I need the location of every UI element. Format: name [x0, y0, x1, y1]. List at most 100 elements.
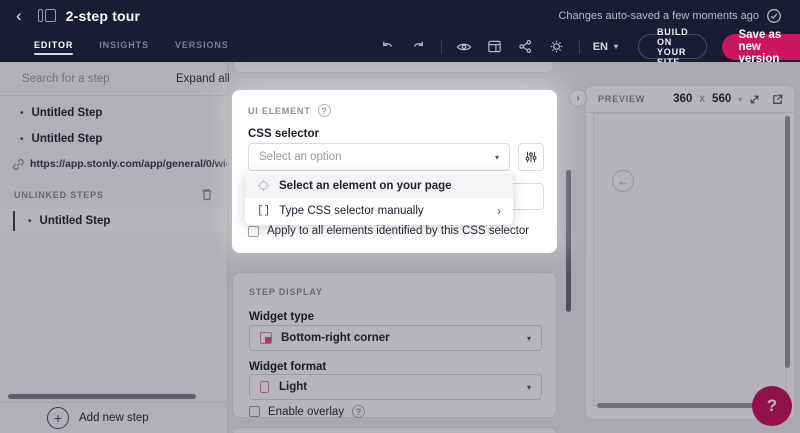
apply-all-label: Apply to all elements identified by this…	[267, 225, 530, 237]
bullet-icon: •	[28, 215, 32, 227]
preview-vertical-scrollbar[interactable]	[785, 116, 790, 368]
ui-element-card: UI ELEMENT ? CSS selector Select an opti…	[232, 90, 557, 253]
preview-size-selector[interactable]: 360 x 560 ▾	[673, 93, 742, 105]
autosave-status: Changes auto-saved a few moments ago	[558, 8, 790, 24]
menu-item-label: Type CSS selector manually	[279, 204, 424, 217]
tab-insights[interactable]: INSIGHTS	[99, 40, 149, 50]
add-new-step-button[interactable]: + Add new step	[0, 403, 228, 433]
preview-header: PREVIEW 360 x 560 ▾	[586, 86, 794, 113]
tab-versions[interactable]: VERSIONS	[174, 40, 229, 50]
chevron-down-icon: ▾	[613, 42, 618, 51]
code-brackets-icon: []	[257, 204, 271, 217]
search-input[interactable]	[22, 72, 176, 85]
widget-type-label: Widget type	[249, 311, 315, 323]
sidebar-divider	[0, 402, 228, 403]
help-icon[interactable]: ?	[352, 405, 366, 418]
build-on-your-site-button[interactable]: BUILD ON YOUR SITE	[637, 27, 708, 67]
settings-gear-button[interactable]	[548, 38, 566, 56]
help-icon[interactable]: ?	[317, 104, 331, 117]
enable-overlay-checkbox[interactable]	[249, 406, 260, 417]
unlinked-steps-label: UNLINKED STEPS	[14, 189, 104, 200]
chevron-right-icon: ›	[497, 203, 501, 218]
preview-header-icons	[748, 93, 784, 106]
collapse-preview-button[interactable]: ›	[569, 89, 587, 107]
css-selector-dropdown-menu: Select an element on your page [] Type C…	[245, 171, 513, 225]
apply-all-checkbox[interactable]	[248, 225, 259, 237]
css-selector-select[interactable]: Select an option ▾	[248, 143, 510, 171]
back-button[interactable]: ‹	[16, 6, 22, 25]
check-circle-icon	[767, 8, 781, 23]
preview-panel: PREVIEW 360 x 560 ▾	[585, 85, 795, 420]
css-selector-label: CSS selector	[248, 128, 319, 140]
css-selector-placeholder: Select an option	[259, 151, 342, 163]
widget-type-value: Bottom-right corner	[281, 332, 390, 344]
widget-url-item[interactable]: https://app.stonly.com/app/general/0/wid…	[0, 154, 227, 174]
page-title: 2-step tour	[65, 7, 141, 24]
widget-type-select[interactable]: Bottom-right corner ▾	[249, 325, 542, 351]
preview-size-separator: x	[699, 93, 706, 105]
toolbar-icons: EN ▾	[379, 38, 618, 56]
apply-all-row: Apply to all elements identified by this…	[248, 225, 529, 237]
help-fab-button[interactable]: ?	[752, 386, 792, 426]
preview-eye-button[interactable]	[455, 38, 473, 56]
widget-panel-button[interactable]	[486, 38, 504, 56]
share-button[interactable]	[517, 38, 535, 56]
tab-editor[interactable]: EDITOR	[34, 34, 74, 59]
widget-format-select[interactable]: Light ▾	[249, 374, 542, 400]
delete-unlinked-button[interactable]	[201, 188, 213, 201]
preview-width-value: 360	[673, 93, 693, 105]
menu-item-label: Select an element on your page	[279, 179, 452, 192]
step-item[interactable]: • Untitled Step	[0, 104, 227, 122]
widget-format-value: Light	[279, 381, 308, 393]
widget-url-label: https://app.stonly.com/app/general/0/wid…	[30, 158, 227, 170]
title-bar: ‹ 2-step tour Changes auto-saved a few m…	[0, 0, 800, 31]
redo-button[interactable]	[410, 38, 428, 56]
menu-item-type-css[interactable]: [] Type CSS selector manually ›	[245, 198, 513, 223]
save-button-group: Save as new version •••	[722, 29, 800, 65]
selector-settings-button[interactable]	[518, 143, 544, 171]
menu-item-select-element[interactable]: Select an element on your page	[245, 173, 513, 198]
bullet-icon: •	[20, 133, 24, 145]
sidebar-horizontal-scrollbar[interactable]	[8, 394, 196, 399]
toolbar-divider	[440, 39, 442, 54]
undo-button[interactable]	[379, 38, 397, 56]
step-label: Untitled Step	[39, 215, 111, 227]
step-display-card: STEP DISPLAY Widget type Bottom-right co…	[232, 272, 557, 418]
enable-overlay-row: Enable overlay ?	[249, 405, 366, 418]
step-search-row: Expand all	[0, 62, 230, 96]
expand-preview-button[interactable]	[748, 93, 761, 106]
toolbar-divider	[578, 39, 580, 54]
ui-element-header: UI ELEMENT	[248, 105, 311, 116]
preview-horizontal-scrollbar[interactable]	[597, 403, 757, 408]
save-as-new-version-button[interactable]: Save as new version	[722, 29, 800, 65]
tune-sliders-icon	[525, 151, 537, 163]
step-display-header: STEP DISPLAY	[249, 287, 323, 297]
expand-diagonal-icon	[750, 95, 759, 103]
step-item-selected[interactable]: • Untitled Step	[0, 209, 227, 233]
open-in-new-icon	[773, 94, 783, 104]
plus-icon: +	[47, 407, 69, 429]
next-section-card	[232, 427, 557, 433]
editor-vertical-scrollbar[interactable]	[566, 170, 571, 312]
steps-sidebar: Expand all • Untitled Step • Untitled St…	[0, 62, 230, 433]
ui-element-header-row: UI ELEMENT ?	[248, 104, 331, 117]
element-picker-icon	[257, 179, 270, 192]
previous-section-card	[233, 60, 554, 73]
preview-title: PREVIEW	[598, 94, 646, 104]
widget-format-label: Widget format	[249, 361, 327, 373]
preview-back-button[interactable]: ←	[612, 170, 634, 192]
preview-viewport: ←	[593, 113, 787, 406]
chevron-down-icon: ▾	[494, 152, 499, 162]
add-step-label: Add new step	[79, 412, 149, 424]
language-selector[interactable]: EN ▾	[593, 41, 618, 53]
expand-all-link[interactable]: Expand all	[176, 72, 230, 85]
step-label: Untitled Step	[31, 107, 103, 119]
trash-icon	[202, 189, 212, 201]
open-in-new-tab-button[interactable]	[771, 93, 784, 106]
step-item[interactable]: • Untitled Step	[0, 130, 227, 148]
tour-type-icon	[37, 9, 56, 22]
enable-overlay-label: Enable overlay	[268, 405, 345, 418]
chevron-down-icon: ▾	[526, 333, 531, 343]
language-label: EN	[592, 40, 608, 53]
